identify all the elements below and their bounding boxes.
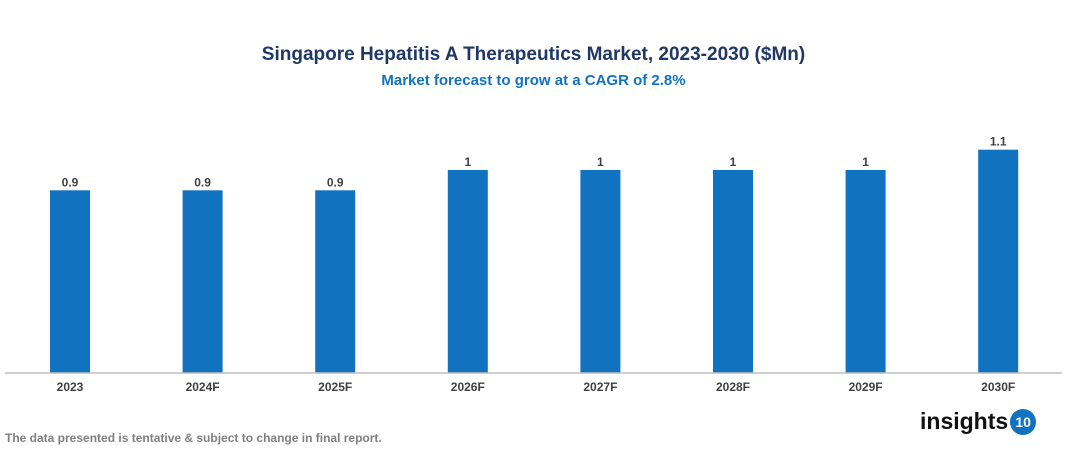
data-label: 1.1 bbox=[990, 135, 1007, 149]
x-tick-label: 2023 bbox=[57, 380, 84, 394]
x-tick-label: 2025F bbox=[318, 380, 352, 394]
data-label: 1 bbox=[862, 155, 869, 169]
x-tick-label: 2028F bbox=[716, 380, 750, 394]
bar bbox=[182, 190, 223, 373]
data-label: 0.9 bbox=[194, 175, 211, 189]
bar bbox=[447, 170, 488, 373]
bar bbox=[50, 190, 90, 373]
bar bbox=[315, 190, 356, 373]
footer-note: The data presented is tentative & subjec… bbox=[5, 431, 382, 445]
logo-text: insights bbox=[920, 408, 1009, 434]
data-label: 0.9 bbox=[62, 175, 79, 189]
x-tick-label: 2027F bbox=[583, 380, 617, 394]
data-label: 0.9 bbox=[327, 175, 344, 189]
data-label: 1 bbox=[730, 155, 737, 169]
x-tick-label: 2030F bbox=[981, 380, 1015, 394]
data-label: 1 bbox=[464, 155, 471, 169]
logo-badge: 10 bbox=[1010, 408, 1037, 435]
bar bbox=[580, 170, 621, 373]
bar bbox=[713, 170, 753, 373]
x-tick-label: 2024F bbox=[186, 380, 220, 394]
chart-subtitle: Market forecast to grow at a CAGR of 2.8… bbox=[381, 72, 686, 89]
bar bbox=[978, 149, 1019, 373]
x-tick-label: 2029F bbox=[849, 380, 883, 394]
data-label: 1 bbox=[597, 155, 604, 169]
insights10-logo: insights 10 bbox=[920, 408, 1037, 435]
chart-title: Singapore Hepatitis A Therapeutics Marke… bbox=[261, 44, 806, 65]
bar bbox=[845, 170, 886, 373]
x-tick-label: 2026F bbox=[451, 380, 485, 394]
